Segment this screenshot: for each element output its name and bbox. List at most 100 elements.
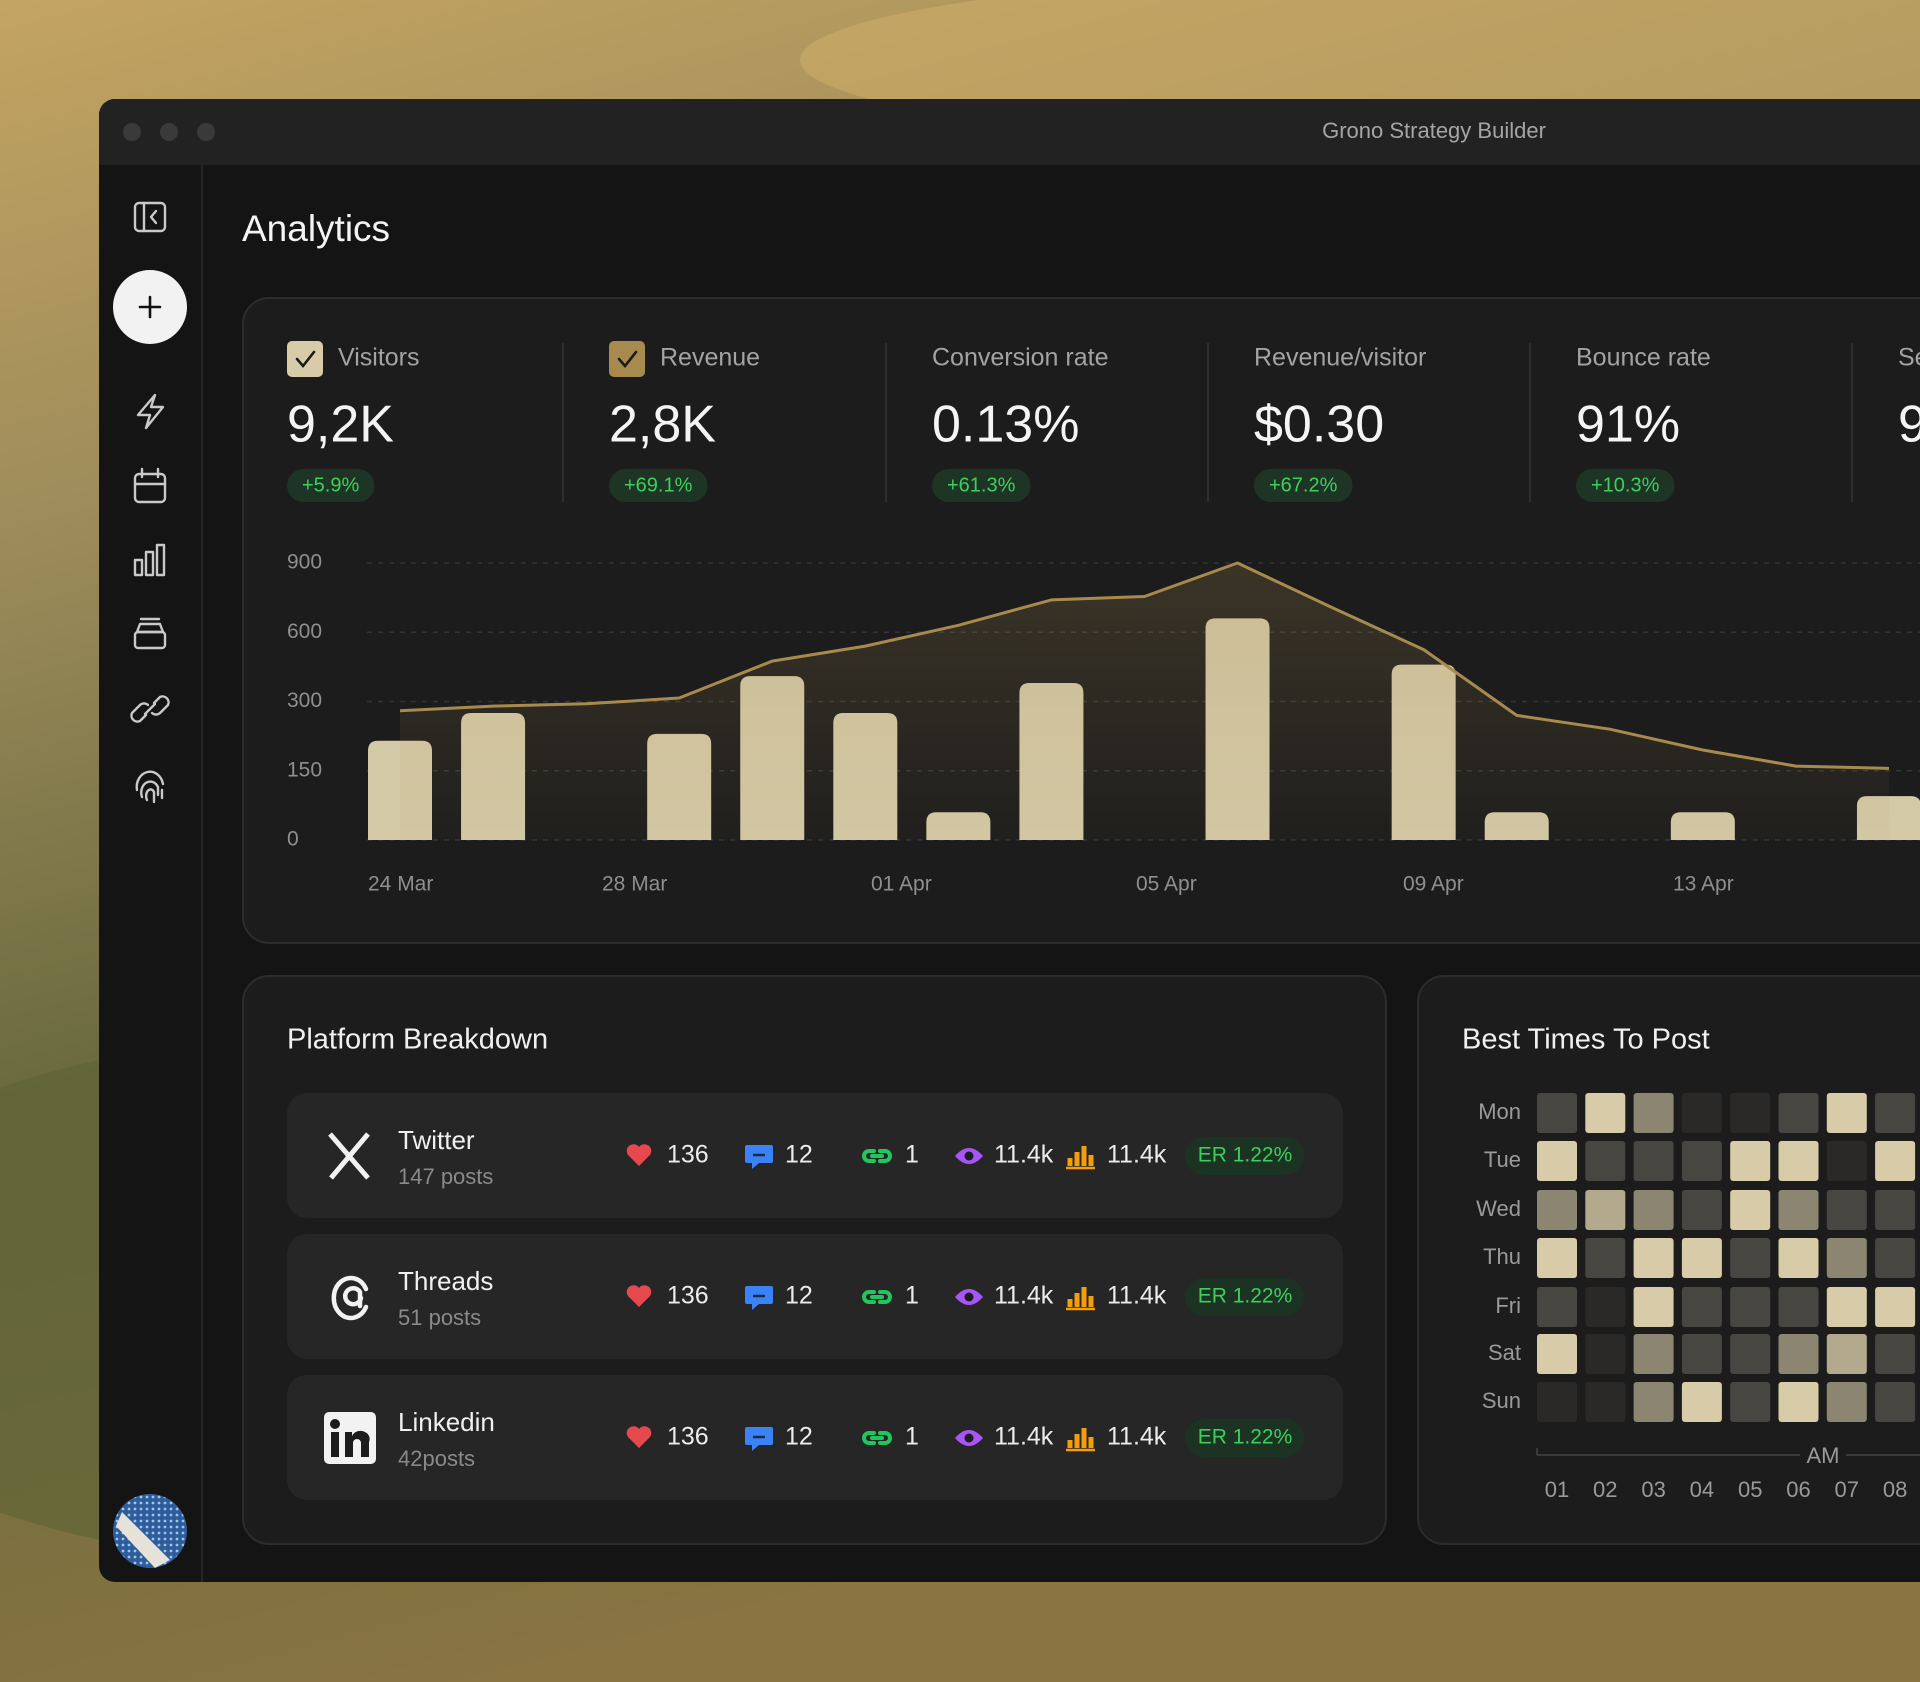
hour-label: 04 (1690, 1477, 1714, 1502)
platform-row[interactable] (287, 1234, 1343, 1359)
heatmap-cell[interactable] (1826, 1141, 1867, 1181)
window-zoom[interactable] (197, 123, 215, 141)
checkmark (295, 350, 316, 369)
stat-value: 11.4k (994, 1141, 1054, 1169)
impressions-icon (1088, 1437, 1094, 1448)
heatmap-cell[interactable] (1633, 1238, 1674, 1278)
metric-value: 91% (1576, 396, 1680, 454)
heatmap-cell[interactable] (1778, 1093, 1819, 1133)
heatmap-cell[interactable] (1537, 1287, 1577, 1327)
heatmap-cell[interactable] (1730, 1141, 1771, 1181)
heatmap-cell[interactable] (1681, 1334, 1722, 1374)
heatmap-cell[interactable] (1681, 1093, 1722, 1133)
heatmap-cell[interactable] (1633, 1382, 1674, 1422)
inbox-icon[interactable] (133, 617, 167, 650)
heatmap-cell[interactable] (1537, 1093, 1577, 1133)
heatmap-cell[interactable] (1778, 1141, 1819, 1181)
heatmap-cell[interactable] (1537, 1334, 1577, 1374)
heatmap-cell[interactable] (1537, 1190, 1577, 1230)
metric-value: 9 (1898, 396, 1920, 454)
heatmap-cell[interactable] (1585, 1141, 1626, 1181)
heatmap-cell[interactable] (1875, 1238, 1916, 1278)
heatmap-cell[interactable] (1633, 1190, 1674, 1230)
metric-checkbox[interactable] (609, 341, 645, 377)
link-icon[interactable] (130, 695, 170, 723)
metric-change: +10.3% (1591, 474, 1660, 496)
platform-name: Twitter (398, 1125, 475, 1155)
heatmap-cell[interactable] (1537, 1238, 1577, 1278)
heatmap-cell[interactable] (1875, 1190, 1916, 1230)
heatmap-cell[interactable] (1585, 1334, 1626, 1374)
heatmap-cell[interactable] (1875, 1382, 1916, 1422)
heatmap-cell[interactable] (1730, 1334, 1771, 1374)
heatmap-cell[interactable] (1537, 1382, 1577, 1422)
calendar-icon[interactable] (133, 467, 167, 504)
metric-change: +5.9% (302, 474, 359, 496)
metric-value: 0.13% (932, 396, 1079, 454)
heatmap-cell[interactable] (1778, 1287, 1819, 1327)
stat-value: 12 (785, 1423, 813, 1451)
heatmap-cell[interactable] (1826, 1093, 1867, 1133)
change-badge (287, 469, 375, 502)
heatmap-cell[interactable] (1826, 1334, 1867, 1374)
heatmap-cell[interactable] (1730, 1287, 1771, 1327)
heatmap-cell[interactable] (1681, 1238, 1722, 1278)
linkedin-n (345, 1430, 370, 1457)
er-value: ER 1.22% (1198, 1144, 1293, 1167)
heatmap-cell[interactable] (1730, 1093, 1771, 1133)
heatmap-cell[interactable] (1778, 1190, 1819, 1230)
er-badge (1185, 1419, 1304, 1457)
heatmap-cell[interactable] (1826, 1190, 1867, 1230)
x-tick-label: 09 Apr (1403, 873, 1464, 896)
window-close[interactable] (123, 123, 141, 141)
heatmap-cell[interactable] (1585, 1382, 1626, 1422)
platform-row[interactable] (287, 1093, 1343, 1218)
heatmap-cell[interactable] (1585, 1093, 1626, 1133)
y-tick-label: 150 (287, 758, 322, 781)
heatmap-cell[interactable] (1826, 1238, 1867, 1278)
impressions-icon (1067, 1440, 1073, 1448)
heatmap-cell[interactable] (1633, 1287, 1674, 1327)
day-label: Tue (1484, 1147, 1521, 1172)
impressions-icon (1081, 1146, 1087, 1166)
heatmap-cell[interactable] (1585, 1238, 1626, 1278)
heatmap-cell[interactable] (1826, 1382, 1867, 1422)
heatmap-cell[interactable] (1730, 1190, 1771, 1230)
heatmap-cell[interactable] (1681, 1382, 1722, 1422)
y-tick-label: 900 (287, 551, 322, 574)
avatar[interactable] (113, 1494, 187, 1568)
hour-label: 07 (1835, 1477, 1859, 1502)
heatmap-cell[interactable] (1826, 1287, 1867, 1327)
heatmap-cell[interactable] (1875, 1093, 1916, 1133)
er-badge (1185, 1137, 1304, 1175)
hour-label: 01 (1545, 1477, 1569, 1502)
platform-row[interactable] (287, 1375, 1343, 1500)
analytics-icon[interactable] (133, 543, 166, 577)
fingerprint-icon[interactable] (135, 770, 165, 804)
heatmap-cell[interactable] (1585, 1287, 1626, 1327)
toggle-sidebar-icon[interactable] (133, 201, 167, 233)
bolt-icon[interactable] (136, 393, 165, 430)
heatmap-cell[interactable] (1537, 1141, 1577, 1181)
heatmap-cell[interactable] (1730, 1238, 1771, 1278)
heatmap-cell[interactable] (1875, 1141, 1916, 1181)
heatmap-cell[interactable] (1875, 1334, 1916, 1374)
stat-value: 11.4k (1107, 1282, 1167, 1310)
heatmap-cell[interactable] (1681, 1190, 1722, 1230)
heatmap-cell[interactable] (1681, 1287, 1722, 1327)
heatmap-cell[interactable] (1730, 1382, 1771, 1422)
stat-value: 136 (667, 1141, 709, 1169)
heatmap-cell[interactable] (1778, 1238, 1819, 1278)
heatmap-cell[interactable] (1633, 1334, 1674, 1374)
heatmap-cell[interactable] (1778, 1382, 1819, 1422)
metric-checkbox[interactable] (287, 341, 323, 377)
heatmap-cell[interactable] (1633, 1141, 1674, 1181)
heatmap-cell[interactable] (1778, 1334, 1819, 1374)
heatmap-cell[interactable] (1681, 1141, 1722, 1181)
heatmap-cell[interactable] (1585, 1190, 1626, 1230)
heatmap-cell[interactable] (1875, 1287, 1916, 1327)
heatmap-cell[interactable] (1633, 1093, 1674, 1133)
y-tick-label: 300 (287, 689, 322, 712)
window-minimize[interactable] (160, 123, 178, 141)
page-title: Analytics (242, 208, 390, 249)
